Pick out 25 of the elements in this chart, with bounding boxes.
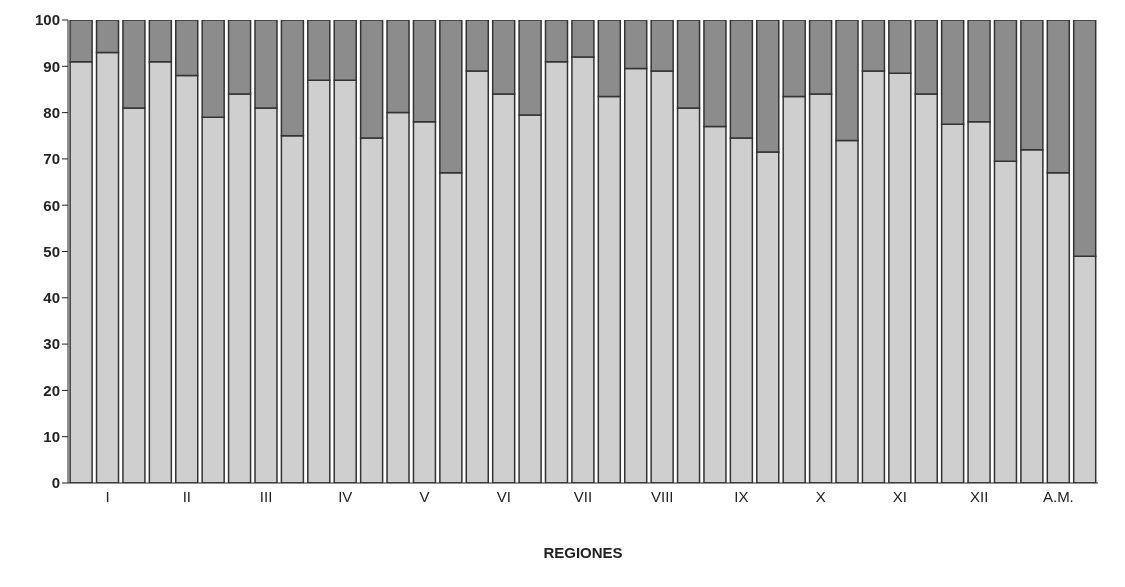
y-tick-label: 90 [43,57,60,75]
x-tick-label: II [182,487,192,505]
y-tick-label: 70 [43,150,60,168]
x-tick-label: I [105,487,110,505]
x-tick-label: V [419,487,430,505]
x-tick-label: IX [734,487,749,505]
y-tick-label: 100 [34,11,60,29]
y-tick-label: 10 [43,428,60,446]
y-tick-label: 60 [43,196,60,214]
y-tick-label: 30 [43,335,60,353]
x-tick-label: IV [338,487,353,505]
x-axis-title: REGIONES [543,544,623,561]
x-tick-label: III [259,487,273,505]
y-tick-label: 80 [43,103,60,121]
x-tick-label: VII [573,487,593,505]
x-tick-label: X [815,487,826,505]
x-tick-label: XII [969,487,989,505]
x-tick-label: VIII [650,487,674,505]
y-tick-label: 40 [43,289,60,307]
x-tick-label: XI [892,487,908,505]
y-tick-label: 20 [43,381,60,399]
y-tick-label: 0 [51,474,60,492]
y-tick-label: 50 [43,242,60,260]
x-tick-label: VI [496,487,511,505]
x-tick-label: A.M. [1042,487,1074,505]
